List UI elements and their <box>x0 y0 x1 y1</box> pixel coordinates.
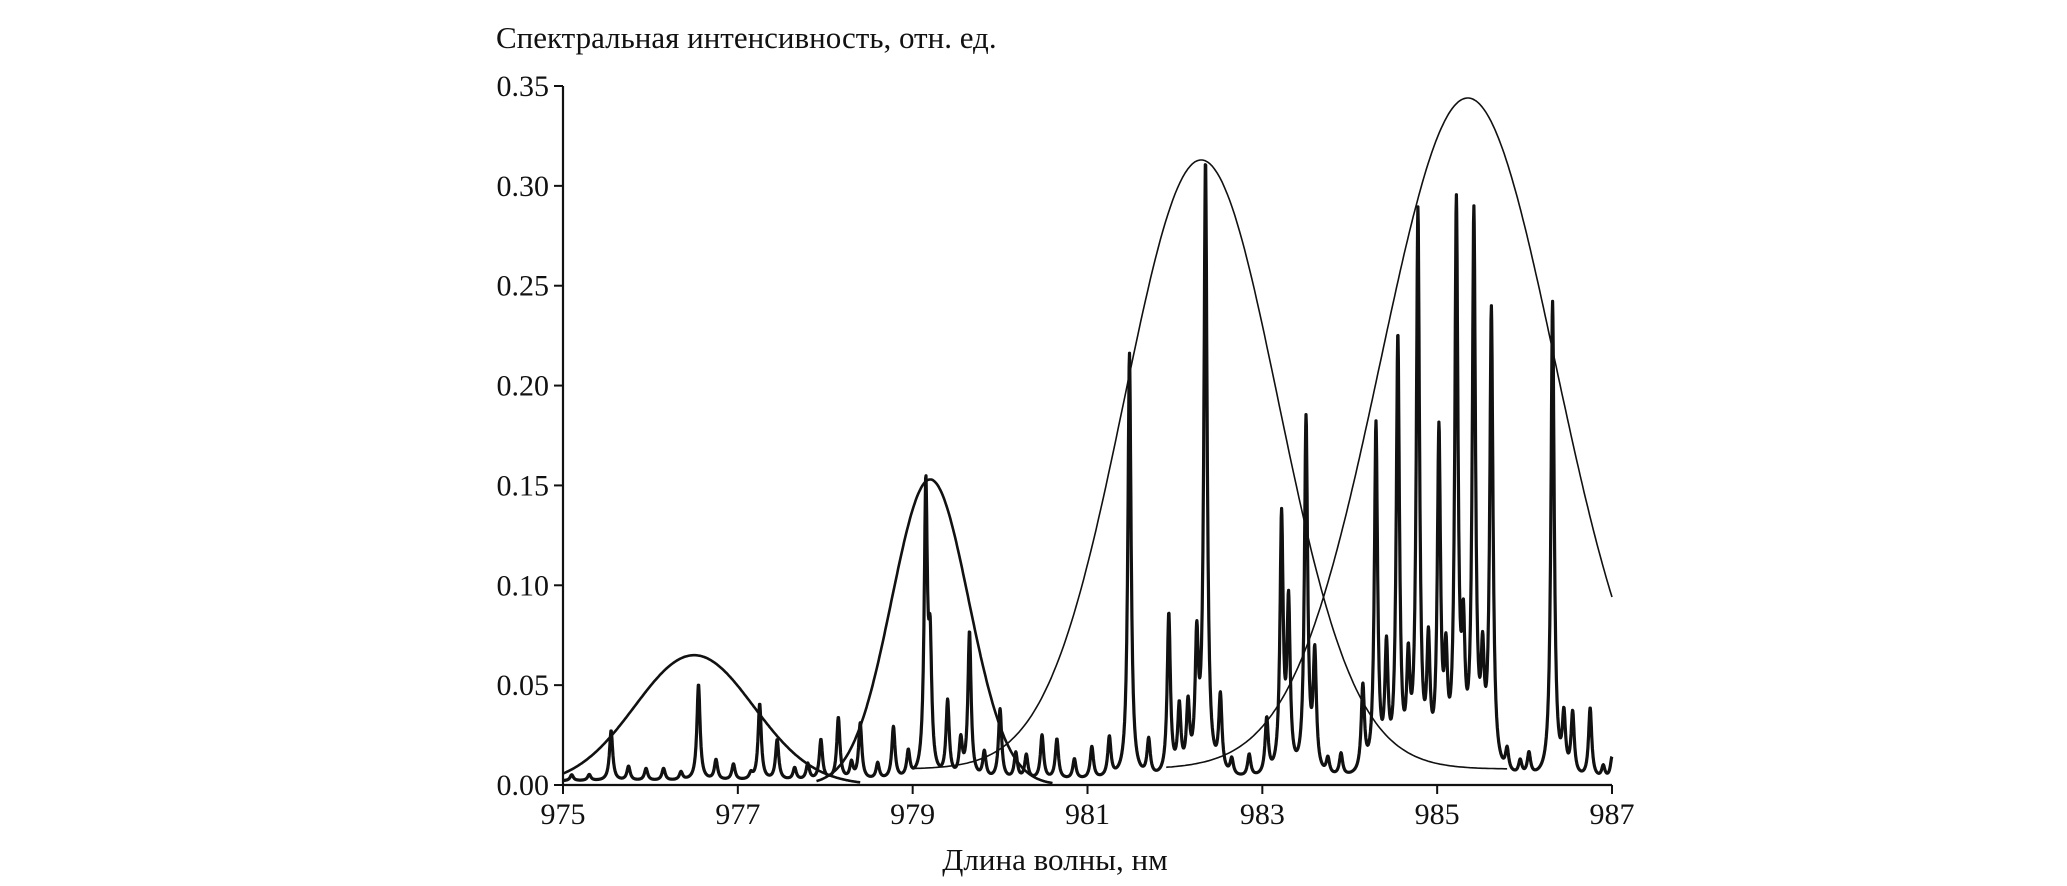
x-axis-title: Длина волны, нм <box>942 842 1167 877</box>
plot-area <box>561 97 1614 785</box>
envelope-curve-3 <box>912 159 1508 770</box>
y-tick-label: 0.15 <box>497 469 550 502</box>
y-tick-label: 0.25 <box>497 270 550 303</box>
x-tick-label: 983 <box>1240 798 1285 831</box>
spectrum-line <box>561 163 1614 783</box>
y-tick-label: 0.35 <box>497 70 550 103</box>
y-tick-label: 0.20 <box>497 370 550 403</box>
envelope-curve-4 <box>1166 97 1613 769</box>
x-tick-label: 987 <box>1590 798 1635 831</box>
x-axis-ticks: 975 977 979 981 983 985 987 <box>541 785 1635 831</box>
y-axis-title: Спектральная интенсивность, отн. ед. <box>496 20 997 55</box>
y-axis-ticks: 0.00 0.05 0.10 0.15 0.20 0.25 0.30 0.35 <box>497 70 563 802</box>
x-tick-label: 975 <box>541 798 586 831</box>
x-tick-label: 985 <box>1415 798 1460 831</box>
envelope-curve-2 <box>816 478 1053 785</box>
x-tick-label: 981 <box>1065 798 1110 831</box>
y-tick-label: 0.00 <box>497 769 550 802</box>
x-tick-label: 977 <box>715 798 760 831</box>
y-tick-label: 0.05 <box>497 669 550 702</box>
y-tick-label: 0.30 <box>497 170 550 203</box>
x-tick-label: 979 <box>890 798 935 831</box>
y-tick-label: 0.10 <box>497 569 550 602</box>
